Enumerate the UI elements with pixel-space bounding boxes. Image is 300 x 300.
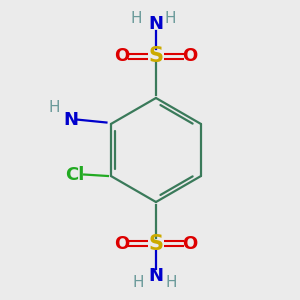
Text: H: H xyxy=(132,275,144,290)
Text: N: N xyxy=(148,15,164,33)
Text: N: N xyxy=(148,267,164,285)
Text: H: H xyxy=(164,11,176,26)
Text: S: S xyxy=(148,46,164,66)
Text: N: N xyxy=(64,110,79,128)
Text: O: O xyxy=(182,47,198,65)
Text: O: O xyxy=(182,235,198,253)
Text: O: O xyxy=(114,235,129,253)
Text: O: O xyxy=(114,47,129,65)
Text: Cl: Cl xyxy=(65,166,85,184)
Text: H: H xyxy=(165,275,177,290)
Text: H: H xyxy=(131,11,142,26)
Text: H: H xyxy=(49,100,60,115)
Text: S: S xyxy=(148,234,164,254)
